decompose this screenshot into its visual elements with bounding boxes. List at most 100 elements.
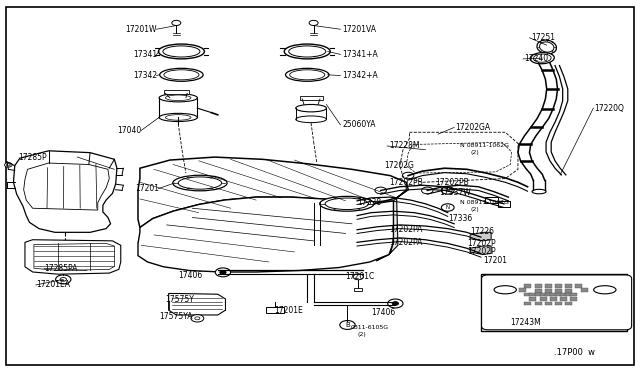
FancyBboxPatch shape	[550, 293, 557, 296]
Text: (2): (2)	[357, 332, 366, 337]
Circle shape	[60, 278, 67, 281]
Text: 17202P: 17202P	[467, 247, 495, 256]
FancyBboxPatch shape	[545, 289, 552, 293]
FancyBboxPatch shape	[555, 289, 562, 293]
Circle shape	[309, 20, 318, 26]
FancyBboxPatch shape	[519, 288, 526, 292]
FancyBboxPatch shape	[481, 275, 632, 330]
Text: 17338: 17338	[357, 198, 381, 207]
Text: 17336: 17336	[448, 214, 472, 223]
Text: N: N	[445, 188, 450, 193]
FancyBboxPatch shape	[580, 288, 588, 292]
Ellipse shape	[163, 46, 200, 57]
FancyBboxPatch shape	[565, 289, 572, 293]
Text: 17202GA: 17202GA	[456, 123, 490, 132]
FancyBboxPatch shape	[266, 307, 284, 313]
FancyBboxPatch shape	[524, 302, 531, 305]
Text: 17406: 17406	[371, 308, 396, 317]
Ellipse shape	[296, 105, 326, 112]
Text: N 08911-1062G: N 08911-1062G	[461, 200, 509, 205]
FancyBboxPatch shape	[575, 284, 582, 288]
Circle shape	[388, 299, 403, 308]
Polygon shape	[25, 240, 121, 274]
Text: 17228M: 17228M	[389, 141, 419, 151]
Text: 25060YA: 25060YA	[342, 121, 376, 129]
Polygon shape	[138, 197, 394, 272]
Text: 17201W: 17201W	[125, 25, 157, 34]
FancyBboxPatch shape	[524, 293, 531, 296]
Text: 17202PB: 17202PB	[389, 178, 422, 187]
Text: 17202G: 17202G	[384, 161, 413, 170]
Ellipse shape	[296, 116, 326, 123]
Text: 17342: 17342	[133, 71, 157, 80]
FancyBboxPatch shape	[545, 284, 552, 288]
Text: 17341: 17341	[133, 50, 157, 59]
Text: 17285PA: 17285PA	[44, 264, 77, 273]
FancyBboxPatch shape	[355, 288, 362, 291]
Text: 17226: 17226	[470, 227, 494, 236]
Text: N: N	[445, 205, 450, 210]
FancyBboxPatch shape	[560, 293, 567, 296]
Text: 17220Q: 17220Q	[595, 104, 625, 113]
Text: 17040: 17040	[117, 126, 141, 135]
Text: 17243M: 17243M	[510, 318, 541, 327]
Circle shape	[56, 275, 71, 284]
Text: N 08911-1062G: N 08911-1062G	[461, 144, 509, 148]
Polygon shape	[470, 246, 491, 254]
Text: (2): (2)	[470, 150, 479, 155]
Ellipse shape	[532, 189, 546, 194]
Circle shape	[215, 268, 230, 277]
FancyBboxPatch shape	[300, 96, 323, 100]
Ellipse shape	[284, 44, 330, 59]
Ellipse shape	[537, 40, 556, 54]
FancyBboxPatch shape	[529, 297, 536, 301]
Circle shape	[6, 164, 10, 166]
FancyBboxPatch shape	[565, 284, 572, 288]
FancyBboxPatch shape	[570, 297, 577, 301]
FancyBboxPatch shape	[545, 293, 552, 296]
Text: (2): (2)	[470, 207, 479, 212]
Text: 17575Y: 17575Y	[166, 295, 195, 304]
Ellipse shape	[160, 68, 203, 81]
Text: 17202PA: 17202PA	[389, 238, 422, 247]
FancyBboxPatch shape	[164, 90, 189, 94]
Ellipse shape	[173, 175, 227, 191]
Text: 17201E: 17201E	[274, 306, 303, 315]
FancyBboxPatch shape	[540, 297, 547, 301]
Polygon shape	[138, 157, 408, 228]
Text: 17201EA: 17201EA	[36, 280, 70, 289]
FancyBboxPatch shape	[550, 297, 557, 301]
Circle shape	[220, 270, 226, 274]
FancyBboxPatch shape	[555, 293, 562, 296]
FancyBboxPatch shape	[524, 284, 531, 288]
FancyBboxPatch shape	[560, 297, 567, 301]
FancyBboxPatch shape	[565, 293, 572, 296]
FancyBboxPatch shape	[565, 302, 572, 305]
Text: 17202PA: 17202PA	[389, 225, 422, 234]
FancyBboxPatch shape	[6, 7, 634, 365]
Circle shape	[191, 315, 204, 322]
Circle shape	[375, 187, 387, 194]
Text: 17201C: 17201C	[346, 272, 375, 281]
Text: 17201: 17201	[483, 256, 508, 265]
Text: B: B	[345, 322, 350, 328]
FancyBboxPatch shape	[534, 302, 541, 305]
Ellipse shape	[159, 94, 197, 102]
Polygon shape	[13, 151, 117, 232]
Circle shape	[195, 317, 200, 320]
FancyBboxPatch shape	[570, 293, 577, 296]
FancyBboxPatch shape	[534, 293, 541, 296]
Ellipse shape	[159, 44, 204, 59]
FancyBboxPatch shape	[540, 293, 547, 296]
Text: 17285P: 17285P	[19, 153, 47, 161]
Polygon shape	[376, 182, 408, 261]
Text: 17342+A: 17342+A	[342, 71, 378, 80]
FancyBboxPatch shape	[555, 302, 562, 305]
FancyBboxPatch shape	[534, 289, 541, 293]
Text: 17202PB: 17202PB	[435, 178, 468, 187]
Text: 17240: 17240	[524, 54, 548, 63]
Text: .17P00  w: .17P00 w	[554, 347, 595, 356]
Ellipse shape	[320, 196, 374, 211]
Circle shape	[340, 321, 355, 330]
FancyBboxPatch shape	[555, 284, 562, 288]
